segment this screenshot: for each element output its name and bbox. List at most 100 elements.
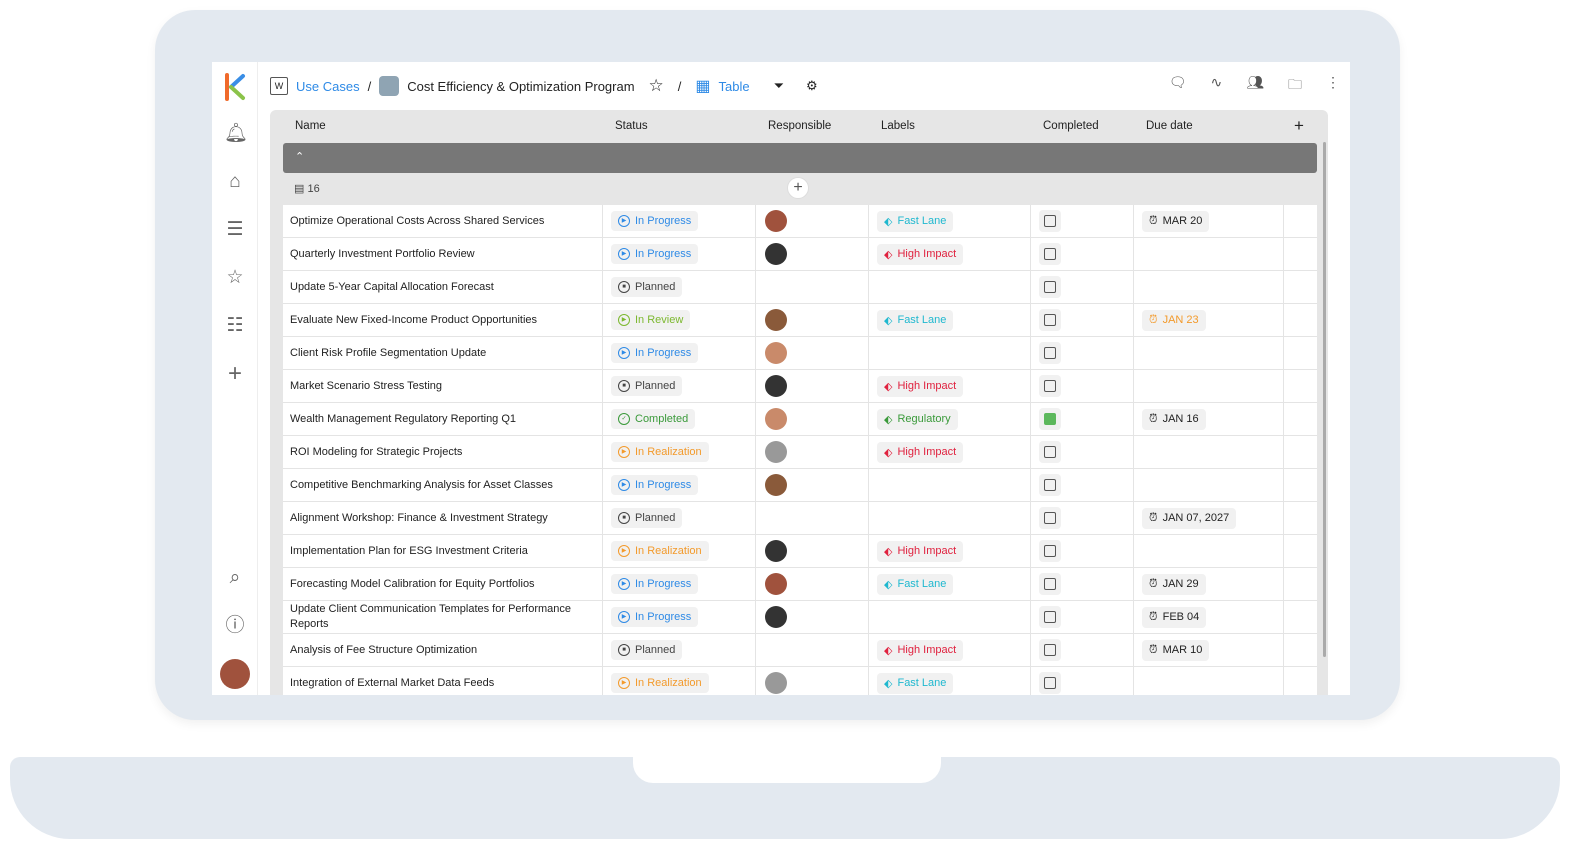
label-badge[interactable]: ⬖ Fast Lane (877, 309, 954, 331)
labels-cell[interactable]: ⬖ Regulatory (869, 403, 1031, 435)
labels-cell[interactable]: ⬖ High Impact (869, 436, 1031, 468)
more-icon[interactable]: ⋮ (1326, 74, 1340, 90)
due-date-badge[interactable]: ⏰︎ MAR 10 (1142, 639, 1210, 661)
avatar[interactable] (765, 540, 787, 562)
status-badge[interactable]: ▶ In Realization (611, 541, 709, 561)
completed-checkbox[interactable] (1039, 342, 1061, 364)
label-badge[interactable]: ⬖ High Impact (877, 540, 964, 562)
view-table[interactable]: Table (718, 78, 750, 94)
due-date-cell[interactable] (1134, 337, 1284, 369)
breadcrumb-use-cases[interactable]: Use Cases (296, 78, 360, 94)
table-row[interactable]: Analysis of Fee Structure Optimization ■… (283, 634, 1317, 667)
completed-checkbox[interactable] (1039, 474, 1061, 496)
due-date-cell[interactable] (1134, 535, 1284, 567)
due-date-cell[interactable] (1134, 370, 1284, 402)
task-name[interactable]: ROI Modeling for Strategic Projects (283, 436, 603, 468)
task-name[interactable]: Alignment Workshop: Finance & Investment… (283, 502, 603, 534)
avatar[interactable] (765, 474, 787, 496)
avatar[interactable] (765, 573, 787, 595)
label-badge[interactable]: ⬖ Regulatory (877, 408, 958, 430)
status-badge[interactable]: ▶ In Progress (611, 244, 699, 264)
users-icon[interactable]: ☷ (226, 315, 244, 336)
responsible-cell[interactable] (756, 337, 869, 369)
label-badge[interactable]: ⬖ High Impact (877, 375, 964, 397)
user-avatar[interactable] (220, 659, 250, 689)
avatar[interactable] (765, 375, 787, 397)
status-badge[interactable]: ▶ In Progress (611, 475, 699, 495)
table-row[interactable]: ROI Modeling for Strategic Projects ▶ In … (283, 436, 1317, 469)
responsible-cell[interactable] (756, 403, 869, 435)
due-date-cell[interactable]: ⏰︎ MAR 20 (1134, 205, 1284, 237)
labels-cell[interactable]: ⬖ High Impact (869, 370, 1031, 402)
due-date-cell[interactable]: ⏰︎ FEB 04 (1134, 601, 1284, 633)
task-name[interactable]: Implementation Plan for ESG Investment C… (283, 535, 603, 567)
members-icon[interactable]: 👥︎ (1246, 74, 1264, 90)
responsible-cell[interactable] (756, 238, 869, 270)
due-date-badge[interactable]: ⏰︎ JAN 29 (1142, 573, 1206, 595)
bell-icon[interactable]: 🔔︎ (224, 123, 249, 144)
avatar[interactable] (765, 243, 787, 265)
avatar[interactable] (765, 210, 787, 232)
labels-cell[interactable]: ⬖ High Impact (869, 634, 1031, 666)
table-row[interactable]: Client Risk Profile Segmentation Update … (283, 337, 1317, 370)
completed-checkbox[interactable] (1039, 210, 1061, 232)
responsible-cell[interactable] (756, 535, 869, 567)
labels-cell[interactable]: ⬖ Fast Lane (869, 568, 1031, 600)
task-name[interactable]: Evaluate New Fixed-Income Product Opport… (283, 304, 603, 336)
completed-checkbox[interactable] (1039, 243, 1061, 265)
responsible-cell[interactable] (756, 436, 869, 468)
task-name[interactable]: Competitive Benchmarking Analysis for As… (283, 469, 603, 501)
labels-cell[interactable]: ⬖ High Impact (869, 535, 1031, 567)
col-responsible[interactable]: Responsible (768, 120, 832, 132)
avatar[interactable] (765, 606, 787, 628)
responsible-cell[interactable] (756, 370, 869, 402)
due-date-cell[interactable]: ⏰︎ JAN 23 (1134, 304, 1284, 336)
status-cell[interactable]: ▶ In Progress (603, 469, 756, 501)
labels-cell[interactable] (869, 337, 1031, 369)
task-name[interactable]: Wealth Management Regulatory Reporting Q… (283, 403, 603, 435)
task-name[interactable]: Forecasting Model Calibration for Equity… (283, 568, 603, 600)
status-cell[interactable]: ✓ Completed (603, 403, 756, 435)
label-badge[interactable]: ⬖ High Impact (877, 639, 964, 661)
col-labels[interactable]: Labels (881, 120, 915, 132)
status-badge[interactable]: ■ Planned (611, 508, 683, 528)
table-row[interactable]: Wealth Management Regulatory Reporting Q… (283, 403, 1317, 436)
completed-checkbox[interactable] (1039, 540, 1061, 562)
task-name[interactable]: Quarterly Investment Portfolio Review (283, 238, 603, 270)
responsible-cell[interactable] (756, 271, 869, 303)
col-status[interactable]: Status (615, 120, 648, 132)
table-row[interactable]: Evaluate New Fixed-Income Product Opport… (283, 304, 1317, 337)
table-row[interactable]: Market Scenario Stress Testing ■ Planned … (283, 370, 1317, 403)
table-row[interactable]: Alignment Workshop: Finance & Investment… (283, 502, 1317, 535)
status-badge[interactable]: ■ Planned (611, 640, 683, 660)
home-icon[interactable]: ⌂ (229, 171, 241, 192)
collapse-icon[interactable]: ⌃ (295, 151, 305, 163)
status-cell[interactable]: ▶ In Progress (603, 568, 756, 600)
completed-checkbox[interactable] (1039, 573, 1061, 595)
labels-cell[interactable] (869, 601, 1031, 633)
group-header[interactable]: ⌃ (283, 143, 1317, 173)
due-date-badge[interactable]: ⏰︎ FEB 04 (1142, 606, 1207, 628)
labels-cell[interactable]: ⬖ High Impact (869, 238, 1031, 270)
status-badge[interactable]: ▶ In Progress (611, 211, 699, 231)
search-icon[interactable]: ⌕ (229, 567, 241, 588)
avatar[interactable] (765, 408, 787, 430)
labels-cell[interactable]: ⬖ Fast Lane (869, 205, 1031, 237)
table-row[interactable]: Quarterly Investment Portfolio Review ▶ I… (283, 238, 1317, 271)
due-date-cell[interactable]: ⏰︎ JAN 29 (1134, 568, 1284, 600)
completed-checkbox[interactable] (1039, 639, 1061, 661)
status-cell[interactable]: ■ Planned (603, 502, 756, 534)
due-date-cell[interactable] (1134, 469, 1284, 501)
status-cell[interactable]: ■ Planned (603, 271, 756, 303)
settings-icon[interactable]: ⚙ (806, 78, 818, 93)
comment-icon[interactable]: 🗨︎ (1168, 74, 1187, 90)
due-date-cell[interactable] (1134, 667, 1284, 695)
status-cell[interactable]: ▶ In Progress (603, 205, 756, 237)
label-badge[interactable]: ⬖ High Impact (877, 441, 964, 463)
responsible-cell[interactable] (756, 634, 869, 666)
due-date-badge[interactable]: ⏰︎ JAN 07, 2027 (1142, 507, 1237, 529)
status-badge[interactable]: ▶ In Review (611, 310, 691, 330)
due-date-badge[interactable]: ⏰︎ MAR 20 (1142, 210, 1210, 232)
due-date-badge[interactable]: ⏰︎ JAN 23 (1142, 309, 1206, 331)
avatar[interactable] (765, 672, 787, 694)
